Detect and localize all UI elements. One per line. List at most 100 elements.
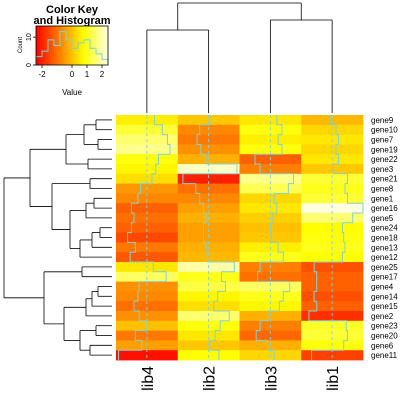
- color-key-xtick-label: 0: [70, 70, 75, 79]
- color-key-xtick-label: -2: [38, 70, 46, 79]
- heatmap-cell: [177, 203, 240, 214]
- trace-lines: [118, 115, 364, 360]
- color-key-xtick-label: 1: [85, 70, 90, 79]
- color-key-gradient-band: [80, 26, 83, 65]
- color-key-yticks: 0 10: [26, 33, 36, 67]
- row-label: gene18: [371, 234, 398, 243]
- heatmap-cell: [239, 311, 302, 322]
- heatmap-cell: [239, 173, 302, 184]
- heatmap-cell: [239, 203, 302, 214]
- trace-line: [182, 115, 238, 360]
- row-label: gene11: [371, 351, 398, 360]
- heatmap-cell: [116, 115, 179, 126]
- row-label: gene12: [371, 253, 398, 262]
- row-label: gene17: [371, 273, 398, 282]
- color-key-gradient-band: [44, 26, 47, 65]
- row-label: gene19: [371, 145, 398, 154]
- heatmap-cell: [239, 193, 302, 204]
- color-key-gradient-band: [104, 26, 107, 65]
- color-key-gradient-band: [100, 26, 103, 65]
- column-dendrogram: [146, 2, 333, 113]
- color-key-gradient-band: [76, 26, 79, 65]
- color-key-gradient-band: [88, 26, 91, 65]
- heatmap-cell: [301, 193, 364, 204]
- column-label: lib1: [325, 366, 342, 391]
- row-label: gene1: [371, 194, 394, 203]
- heatmap-cell: [239, 144, 302, 155]
- column-label: lib4: [140, 366, 157, 391]
- color-key-gradient-band: [50, 26, 53, 65]
- heatmap-cell: [301, 222, 364, 233]
- row-label: gene15: [371, 302, 398, 311]
- color-key-ytick-label: 0: [26, 63, 33, 67]
- color-key-gradient-band: [66, 26, 69, 65]
- heatmap-cell: [301, 330, 364, 341]
- heatmap-cell: [177, 173, 240, 184]
- heatmap-cell: [301, 144, 364, 155]
- trace-line: [308, 115, 364, 360]
- row-label: gene25: [371, 263, 398, 272]
- heatmap-cell: [177, 115, 240, 126]
- heatmap-cell: [177, 252, 240, 263]
- row-label: gene7: [371, 136, 394, 145]
- color-key-gradient-band: [46, 26, 49, 65]
- row-label: gene14: [371, 292, 398, 301]
- heatmap-cell: [116, 311, 179, 322]
- row-label: gene24: [371, 224, 398, 233]
- heatmap-cell: [177, 301, 240, 312]
- heatmap-cell: [239, 281, 302, 292]
- heatmap-cell: [301, 301, 364, 312]
- heatmap-cell: [301, 271, 364, 282]
- heatmap-cell: [116, 173, 179, 184]
- heatmap-cell: [301, 252, 364, 263]
- heatmap-cell: [116, 281, 179, 292]
- color-key-gradient-band: [84, 26, 87, 65]
- column-label: lib3: [263, 366, 280, 391]
- heatmap-cell: [177, 281, 240, 292]
- color-key-gradient-band: [94, 26, 97, 65]
- color-key-xticks: -2 0 1 2: [38, 65, 105, 79]
- color-key-gradient-band: [92, 26, 95, 65]
- row-dendrogram: [3, 119, 112, 356]
- heatmap-cell: [239, 301, 302, 312]
- heatmap-cell: [239, 271, 302, 282]
- row-label: gene23: [371, 322, 398, 331]
- heatmap-cell: [177, 222, 240, 233]
- color-key-gradient-band: [48, 26, 51, 65]
- color-key-gradient-band: [52, 26, 55, 65]
- color-key-gradient-band: [72, 26, 75, 65]
- heatmap-cells: [116, 115, 364, 361]
- heatmap-cell: [116, 222, 179, 233]
- heatmap-cell: [301, 115, 364, 126]
- row-labels: gene9gene10gene7gene19gene22gene3gene21g…: [371, 116, 398, 360]
- heatmap-cell: [177, 311, 240, 322]
- heatmap-cell: [239, 330, 302, 341]
- heatmap-cell: [177, 193, 240, 204]
- trace-line: [118, 115, 171, 360]
- color-key-histogram-line: [35, 31, 109, 65]
- row-label: gene20: [371, 332, 398, 341]
- color-key-gradient-band: [40, 26, 43, 65]
- row-label: gene10: [371, 126, 398, 135]
- heatmap-cell: [116, 193, 179, 204]
- color-key-gradient-band: [62, 26, 65, 65]
- color-key-gradient-band: [98, 26, 101, 65]
- color-key-ylabel: Count: [18, 37, 24, 53]
- row-label: gene8: [371, 185, 394, 194]
- row-label: gene5: [371, 214, 394, 223]
- color-key-gradient-band: [90, 26, 93, 65]
- color-key-gradient-band: [86, 26, 89, 65]
- color-key-gradient-band: [106, 26, 109, 65]
- color-key-title-line2: and Histogram: [33, 15, 110, 27]
- color-key-gradient-band: [38, 26, 41, 65]
- color-key-gradient-band: [70, 26, 73, 65]
- heatmap-cell: [301, 311, 364, 322]
- heatmap-cell: [116, 271, 179, 282]
- row-label: gene6: [371, 341, 394, 350]
- color-key-gradient-band: [78, 26, 81, 65]
- row-label: gene13: [371, 243, 398, 252]
- color-key-gradient-band: [74, 26, 77, 65]
- row-label: gene21: [371, 175, 398, 184]
- color-key-xtick-label: 2: [100, 70, 105, 79]
